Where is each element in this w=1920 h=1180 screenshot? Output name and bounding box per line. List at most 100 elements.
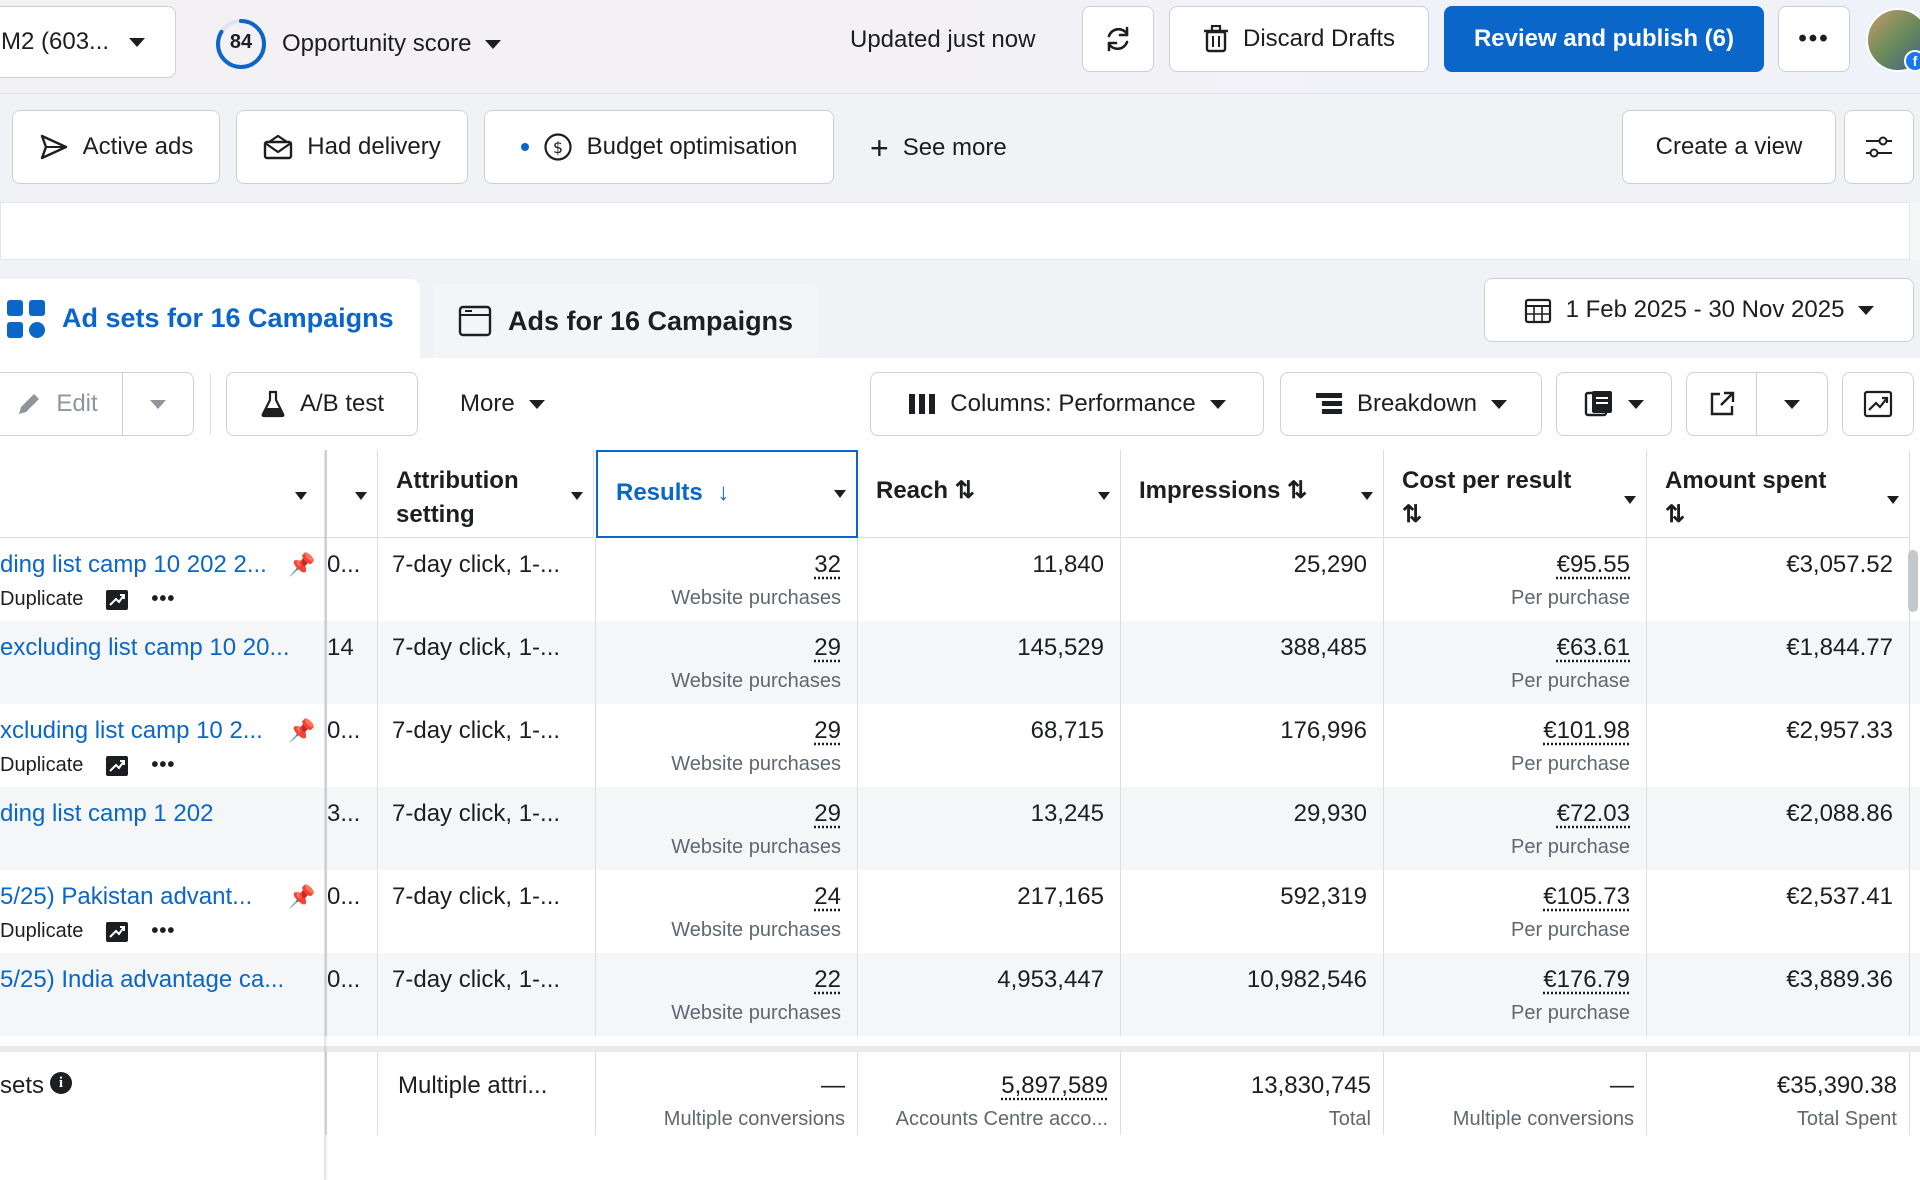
filter-budget-optimisation[interactable]: $ Budget optimisation xyxy=(484,110,834,184)
pin-icon[interactable]: 📌 xyxy=(288,884,316,909)
cost-value[interactable]: €176.79 xyxy=(1543,966,1630,993)
table-row[interactable]: 5/25) Pakistan advant... 📌 Duplicate ••• 0..… xyxy=(0,870,1920,953)
filter-had-delivery[interactable]: Had delivery xyxy=(236,110,468,184)
edit-dropdown-button[interactable] xyxy=(122,372,194,436)
view-charts-icon[interactable] xyxy=(105,755,129,777)
table-row[interactable]: ding list camp 1 202 3... 7-day click, 1-.… xyxy=(0,787,1920,870)
ad-set-name-link[interactable]: 5/25) Pakistan advant... xyxy=(0,883,253,910)
results-value[interactable]: 29 xyxy=(814,717,841,744)
ab-test-button[interactable]: A/B test xyxy=(226,372,418,436)
header-impressions[interactable]: Impressions ⇅ xyxy=(1121,450,1384,538)
attribution-value: 7-day click, 1-... xyxy=(392,634,561,661)
totals-name-cell: sets i xyxy=(0,1052,326,1135)
discard-drafts-button[interactable]: Discard Drafts xyxy=(1169,6,1429,72)
cost-value[interactable]: €95.55 xyxy=(1556,551,1630,578)
export-button[interactable] xyxy=(1686,372,1758,436)
header-attribution[interactable]: Attribution setting xyxy=(378,450,594,538)
results-cell: 22 Website purchases xyxy=(596,953,858,1036)
results-value[interactable]: 22 xyxy=(814,966,841,993)
duplicate-link[interactable]: Duplicate xyxy=(0,754,84,776)
row-more-icon[interactable]: ••• xyxy=(151,754,176,776)
cost-value[interactable]: €72.03 xyxy=(1556,800,1630,827)
frozen-column-shadow xyxy=(324,450,328,1180)
totals-impressions-sub: Total xyxy=(1328,1108,1371,1130)
col2-value: 14 xyxy=(327,634,354,661)
header-results[interactable]: Results ↓ xyxy=(596,450,858,538)
cost-value[interactable]: €105.73 xyxy=(1543,883,1630,910)
results-value[interactable]: 29 xyxy=(814,800,841,827)
envelope-icon xyxy=(264,134,293,160)
col2-value: 0... xyxy=(327,551,361,578)
results-value[interactable]: 32 xyxy=(814,551,841,578)
cost-cell: €176.79 Per purchase xyxy=(1384,953,1647,1036)
refresh-button[interactable] xyxy=(1082,6,1154,72)
more-options-button[interactable]: ••• xyxy=(1778,6,1850,72)
export-dropdown-button[interactable] xyxy=(1756,372,1828,436)
results-sub: Website purchases xyxy=(671,587,841,609)
columns-button[interactable]: Columns: Performance xyxy=(870,372,1264,436)
chevron-down-icon xyxy=(1098,492,1110,500)
spent-value: €1,844.77 xyxy=(1786,634,1893,661)
ad-set-name-link[interactable]: xcluding list camp 10 2... xyxy=(0,717,263,744)
vertical-scrollbar[interactable] xyxy=(1908,550,1918,612)
totals-cost: — xyxy=(1610,1072,1634,1099)
header-amount-spent[interactable]: Amount spent ⇅ xyxy=(1647,450,1910,538)
tab-ad-sets[interactable]: Ad sets for 16 Campaigns xyxy=(0,279,420,358)
header-attribution-line2: setting xyxy=(396,501,475,528)
results-value[interactable]: 29 xyxy=(814,634,841,661)
tab-ads[interactable]: Ads for 16 Campaigns xyxy=(434,284,818,358)
totals-reach[interactable]: 5,897,589 xyxy=(1001,1072,1108,1099)
filter-settings-button[interactable] xyxy=(1844,110,1914,184)
opportunity-score[interactable]: 84 Opportunity score xyxy=(214,14,502,74)
results-sub: Website purchases xyxy=(671,753,841,775)
filter-bar: Active ads Had delivery $ Budget optimis… xyxy=(0,94,1920,202)
pin-icon[interactable]: 📌 xyxy=(288,718,316,743)
pin-icon[interactable]: 📌 xyxy=(288,552,316,577)
cost-value[interactable]: €63.61 xyxy=(1556,634,1630,661)
header-col2[interactable] xyxy=(326,450,378,538)
table-row[interactable]: excluding list camp 10 20... 14 7-day clic… xyxy=(0,621,1920,704)
row-more-icon[interactable]: ••• xyxy=(151,588,176,610)
ad-set-name-link[interactable]: ding list camp 1 202 xyxy=(0,800,214,827)
chevron-down-icon xyxy=(1887,496,1899,504)
cost-value[interactable]: €101.98 xyxy=(1543,717,1630,744)
view-charts-icon[interactable] xyxy=(105,921,129,943)
ad-set-name-link[interactable]: 5/25) India advantage ca... xyxy=(0,966,285,993)
chevron-down-icon xyxy=(150,399,166,409)
date-range-label: 1 Feb 2025 - 30 Nov 2025 xyxy=(1565,296,1845,323)
duplicate-link[interactable]: Duplicate xyxy=(0,588,84,610)
ad-set-name-link[interactable]: excluding list camp 10 20... xyxy=(0,634,290,661)
plus-icon: + xyxy=(870,130,889,166)
reports-button[interactable] xyxy=(1556,372,1672,436)
results-value[interactable]: 24 xyxy=(814,883,841,910)
more-actions-button[interactable]: More xyxy=(460,386,545,422)
name-cell: excluding list camp 10 20... xyxy=(0,621,326,704)
totals-impressions-cell: 13,830,745 Total xyxy=(1121,1052,1384,1135)
review-publish-button[interactable]: Review and publish (6) xyxy=(1444,6,1764,72)
ad-set-name-link[interactable]: ding list camp 10 202 2... xyxy=(0,551,267,578)
row-more-icon[interactable]: ••• xyxy=(151,920,176,942)
edit-button[interactable]: Edit xyxy=(0,372,124,436)
search-bar-area[interactable] xyxy=(0,202,1910,260)
col2-cell: 0... xyxy=(326,953,378,1036)
date-range-picker[interactable]: 1 Feb 2025 - 30 Nov 2025 xyxy=(1484,278,1914,342)
see-more-filters[interactable]: + See more xyxy=(870,128,1007,168)
create-view-button[interactable]: Create a view xyxy=(1622,110,1836,184)
header-cost-per-result[interactable]: Cost per result ⇅ xyxy=(1384,450,1647,538)
filter-active-ads[interactable]: Active ads xyxy=(12,110,220,184)
account-selector[interactable]: M2 (603... xyxy=(0,6,176,78)
breakdown-button[interactable]: Breakdown xyxy=(1280,372,1542,436)
avatar[interactable]: f xyxy=(1866,8,1920,72)
account-label: M2 (603... xyxy=(1,28,110,55)
table-row[interactable]: 5/25) India advantage ca... 0... 7-day cli… xyxy=(0,953,1920,1036)
filter-active-ads-label: Active ads xyxy=(82,133,194,160)
header-name[interactable] xyxy=(0,450,326,538)
view-charts-icon[interactable] xyxy=(105,589,129,611)
table-row[interactable]: xcluding list camp 10 2... 📌 Duplicate ••• 0… xyxy=(0,704,1920,787)
chart-button[interactable] xyxy=(1842,372,1914,436)
table-row[interactable]: ding list camp 10 202 2... 📌 Duplicate ••• 0… xyxy=(0,538,1920,621)
svg-text:$: $ xyxy=(553,138,563,157)
chevron-down-icon xyxy=(1858,305,1875,315)
header-reach[interactable]: Reach ⇅ xyxy=(858,450,1121,538)
duplicate-link[interactable]: Duplicate xyxy=(0,920,84,942)
